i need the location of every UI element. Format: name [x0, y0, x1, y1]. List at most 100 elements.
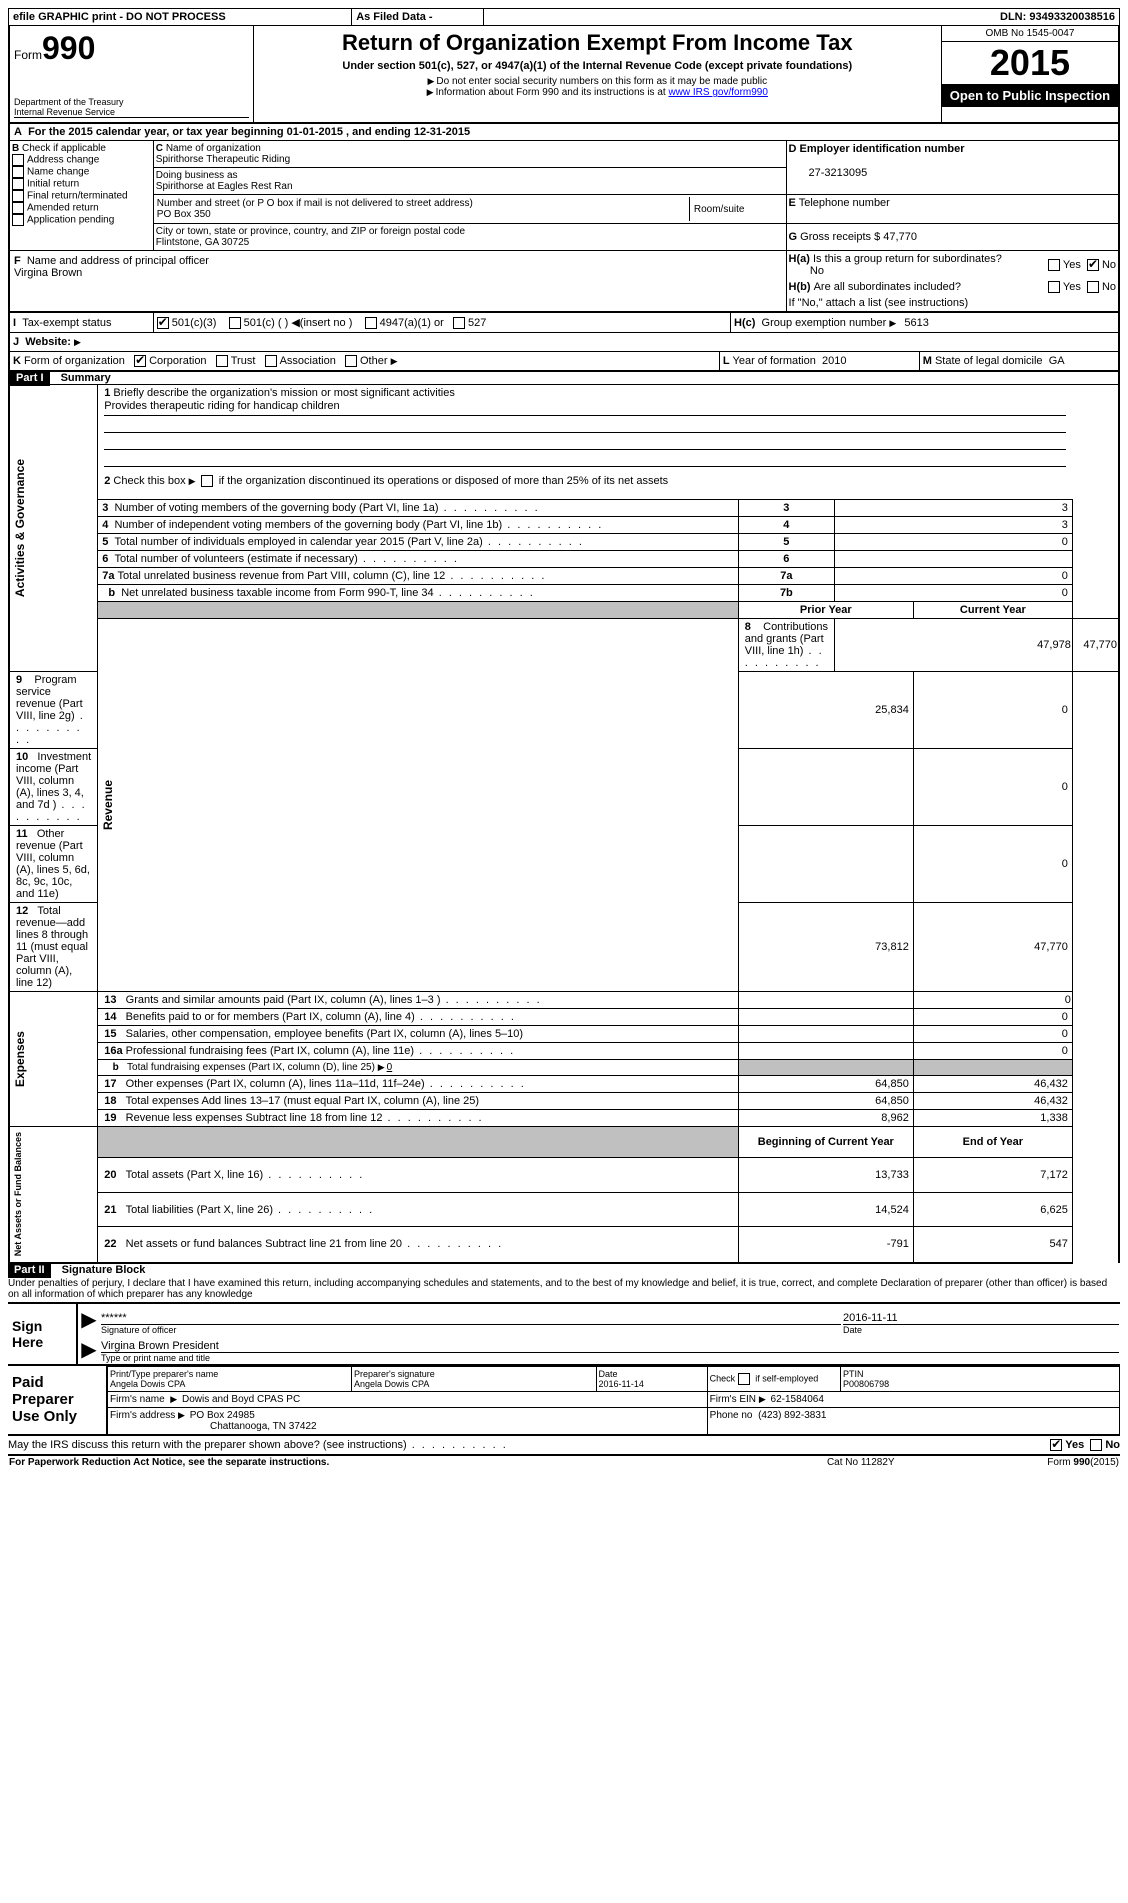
g-val: 47,770 [883, 231, 917, 243]
d-label: Employer identification number [800, 143, 965, 155]
m-val: GA [1049, 355, 1065, 367]
efile-label: efile GRAPHIC print - DO NOT PROCESS [9, 9, 352, 26]
main-title: Return of Organization Exempt From Incom… [258, 30, 937, 56]
e-label: Telephone number [799, 197, 890, 209]
j-label: Website: [25, 336, 71, 348]
cb-corp[interactable] [134, 355, 146, 367]
part-i-table: Activities & Governance 1 Briefly descri… [8, 385, 1120, 1263]
cb-final-return[interactable] [12, 190, 24, 202]
i-j-block: I Tax-exempt status 501(c)(3) 501(c) ( )… [8, 313, 1120, 352]
tax-year: 2015 [942, 42, 1118, 84]
sub-title: Under section 501(c), 527, or 4947(a)(1)… [258, 60, 937, 72]
l1-text: Briefly describe the organization's miss… [113, 387, 454, 399]
hc-val: 5613 [904, 317, 928, 329]
part-i-title: Summary [53, 372, 111, 384]
l2b: if the organization discontinued its ope… [219, 475, 668, 487]
cb-trust[interactable] [216, 355, 228, 367]
sign-block: Sign Here ▶ ****** Signature of officer … [8, 1302, 1120, 1366]
dba-label: Doing business as [156, 170, 238, 181]
cb-4947[interactable] [365, 317, 377, 329]
part-ii-title: Signature Block [54, 1264, 146, 1276]
f-label: Name and address of principal officer [27, 255, 209, 267]
f-val: Virgina Brown [14, 267, 82, 279]
k-l-m-block: K Form of organization Corporation Trust… [8, 352, 1120, 372]
open-inspection: Open to Public Inspection [942, 84, 1118, 107]
g-label: Gross receipts $ [800, 231, 880, 243]
warn2: Information about Form 990 and its instr… [436, 87, 669, 98]
hc-label: Group exemption number [762, 317, 887, 329]
dln-label: DLN: [1000, 11, 1026, 23]
cb-501c[interactable] [229, 317, 241, 329]
paperwork: For Paperwork Reduction Act Notice, see … [8, 1456, 778, 1469]
cb-ha-no[interactable] [1087, 259, 1099, 271]
cb-assoc[interactable] [265, 355, 277, 367]
k-label: Form of organization [24, 355, 125, 367]
sig-date-label: Date [843, 1324, 1119, 1335]
vlab-exp: Expenses [11, 1027, 29, 1091]
sign-here-label: Sign Here [8, 1303, 77, 1365]
hb-label: Are all subordinates included? [814, 281, 961, 293]
cb-hb-no[interactable] [1087, 281, 1099, 293]
cb-address-change[interactable] [12, 154, 24, 166]
l2a: Check this box [113, 475, 185, 487]
vlab-gov: Activities & Governance [11, 455, 29, 601]
c-name-label: Name of organization [166, 143, 261, 154]
line-a: A For the 2015 calendar year, or tax yea… [8, 124, 1120, 140]
cb-501c3[interactable] [157, 317, 169, 329]
form-word: Form [14, 48, 42, 62]
part-i-hdr: Part I [10, 370, 50, 386]
cb-discuss-yes[interactable] [1050, 1439, 1062, 1451]
l-label: Year of formation [733, 355, 816, 367]
hb-note: If "No," attach a list (see instructions… [789, 297, 969, 309]
city-label: City or town, state or province, country… [156, 226, 465, 237]
dba-val: Spirithorse at Eagles Rest Ran [156, 181, 293, 192]
asfiled-label: As Filed Data - [352, 9, 484, 26]
declaration: Under penalties of perjury, I declare th… [8, 1276, 1120, 1302]
header-block: Form990 Department of the Treasury Inter… [8, 26, 1120, 124]
cb-amended[interactable] [12, 202, 24, 214]
cb-app-pending[interactable] [12, 214, 24, 226]
footer: For Paperwork Reduction Act Notice, see … [8, 1456, 1120, 1469]
ha-label: Is this a group return for subordinates? [813, 253, 1002, 265]
irs-label: Internal Revenue Service [14, 107, 249, 118]
form-number: 990 [42, 30, 95, 66]
cb-ha-yes[interactable] [1048, 259, 1060, 271]
dln-value: 93493320038516 [1029, 11, 1115, 23]
i-label: Tax-exempt status [22, 317, 111, 329]
top-strip: efile GRAPHIC print - DO NOT PROCESS As … [8, 8, 1120, 26]
addr-val: PO Box 350 [157, 209, 211, 220]
cb-initial-return[interactable] [12, 178, 24, 190]
preparer-block: Paid Preparer Use Only Print/Type prepar… [8, 1366, 1120, 1436]
vlab-rev: Revenue [99, 776, 117, 834]
room-label: Room/suite [694, 204, 745, 215]
vlab-net: Net Assets or Fund Balances [11, 1128, 25, 1260]
paid-prep-label: Paid Preparer Use Only [8, 1366, 107, 1435]
line-a-text: For the 2015 calendar year, or tax year … [28, 126, 470, 138]
ha-no: No [810, 265, 824, 277]
c-name: Spirithorse Therapeutic Riding [156, 154, 290, 165]
cb-name-change[interactable] [12, 166, 24, 178]
sig-name-label: Type or print name and title [101, 1352, 1119, 1363]
cat-no: Cat No 11282Y [778, 1456, 944, 1469]
mission-text: Provides therapeutic riding for handicap… [104, 399, 1066, 416]
sig-officer-label: Signature of officer [101, 1324, 841, 1335]
warn1: Do not enter social security numbers on … [436, 76, 767, 87]
sig-name: Virgina Brown President [101, 1340, 1119, 1352]
m-label: State of legal domicile [935, 355, 1043, 367]
irs-link[interactable]: www IRS gov/form990 [668, 87, 767, 98]
entity-grid: B Check if applicable Address change Nam… [8, 140, 1120, 313]
cb-527[interactable] [453, 317, 465, 329]
cb-other[interactable] [345, 355, 357, 367]
addr-label: Number and street (or P O box if mail is… [157, 198, 473, 209]
cb-l2[interactable] [201, 475, 213, 487]
d-val: 27-3213095 [789, 167, 868, 179]
omb-label: OMB No 1545-0047 [942, 26, 1118, 42]
cb-discuss-no[interactable] [1090, 1439, 1102, 1451]
dept-label: Department of the Treasury [14, 97, 249, 107]
city-val: Flintstone, GA 30725 [156, 237, 249, 248]
l-val: 2010 [822, 355, 846, 367]
part-ii-hdr: Part II [8, 1262, 51, 1278]
discuss-q: May the IRS discuss this return with the… [8, 1439, 407, 1451]
cb-hb-yes[interactable] [1048, 281, 1060, 293]
cb-self-employed[interactable] [738, 1373, 750, 1385]
